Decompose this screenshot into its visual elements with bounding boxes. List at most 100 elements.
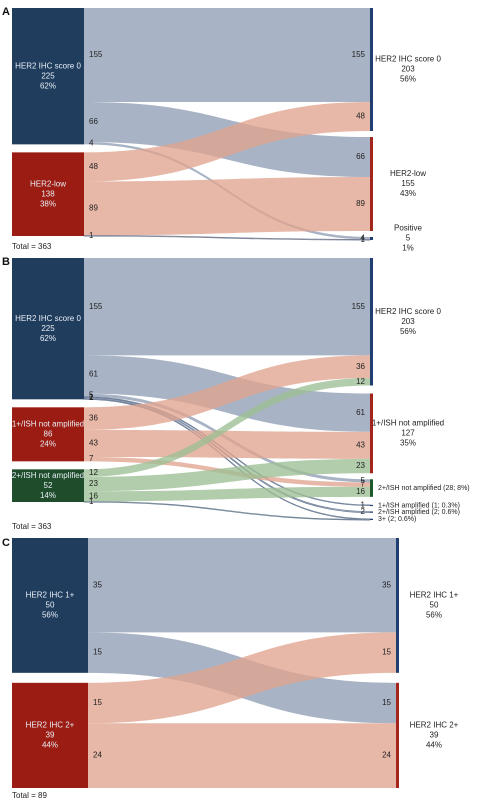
source-node-label: 2+/ISH not amplified: [12, 471, 84, 480]
target-label: 127: [401, 428, 415, 437]
flow-left-label: 61: [89, 370, 98, 379]
flow-left-label: 16: [89, 491, 98, 500]
target-bar: [396, 538, 399, 673]
flow-left-label: 43: [89, 439, 98, 448]
source-node-label: 138: [41, 189, 55, 198]
flow-right-label: 1: [361, 235, 366, 244]
source-node: [12, 538, 88, 673]
target-label: 3+ (2; 0.6%): [378, 516, 416, 523]
source-node-label: HER2 IHC score 0: [15, 61, 81, 70]
target-label: 203: [401, 65, 415, 74]
source-node: [12, 258, 84, 400]
target-label: HER2 IHC 1+: [410, 591, 459, 600]
flow-right-label: 43: [356, 440, 365, 449]
target-label: HER2 IHC score 0: [375, 55, 441, 64]
flow-band: [83, 235, 371, 241]
source-node-label: 14%: [40, 491, 56, 500]
flow-band: [84, 101, 370, 182]
flow-right-label: 155: [352, 50, 366, 59]
flow-right-label: 16: [356, 487, 365, 496]
target-bar: [370, 258, 373, 386]
target-bar: [396, 682, 399, 788]
flow-left-label: 15: [93, 648, 102, 657]
target-label: Positive: [394, 224, 423, 233]
flow-band: [83, 501, 371, 521]
source-node-label: 62%: [40, 334, 56, 343]
flow-left-label: 23: [89, 479, 98, 488]
target-bar: [370, 393, 373, 474]
source-node-label: 225: [41, 71, 55, 80]
flow-right-label: 155: [352, 302, 366, 311]
source-node-label: 50: [46, 601, 55, 610]
flow-right-label: 1: [361, 500, 366, 509]
flow-right-label: 7: [361, 480, 366, 489]
flow-left-label: 66: [89, 117, 98, 126]
flow-left-label: 155: [89, 302, 103, 311]
flow-left-label: 12: [89, 468, 98, 477]
source-node-label: HER2 IHC 2+: [26, 721, 75, 730]
source-node-label: 1+/ISH not amplified: [12, 419, 84, 428]
flow-right-label: 2: [361, 507, 366, 516]
flow-left-label: 36: [89, 414, 98, 423]
flow-left-label: 2: [89, 393, 94, 402]
panel-letter: A: [2, 6, 10, 18]
flow-right-label: 12: [356, 377, 365, 386]
target-label: 43%: [400, 189, 416, 198]
flow-left-label: 15: [93, 698, 102, 707]
flow-left-label: 24: [93, 751, 102, 760]
flow-band: [88, 538, 396, 633]
target-label: HER2 IHC 2+: [410, 721, 459, 730]
total-label: Total = 363: [12, 242, 52, 251]
flow-left-label: 89: [89, 204, 98, 213]
panel-letter: B: [2, 256, 10, 268]
source-node: [12, 8, 84, 145]
flow-band: [88, 723, 396, 788]
flow-right-label: 61: [356, 408, 365, 417]
target-label: 2+/ISH not amplified (28; 8%): [378, 485, 470, 492]
source-node-label: 52: [44, 481, 53, 490]
flow-left-label: 48: [89, 162, 98, 171]
source-node-label: 225: [41, 324, 55, 333]
source-node-label: 44%: [42, 741, 58, 750]
flow-right-label: 66: [356, 152, 365, 161]
flow-left-label: 35: [93, 580, 102, 589]
source-node-label: 62%: [40, 81, 56, 90]
target-label: HER2-low: [390, 169, 426, 178]
flow-band: [84, 429, 370, 459]
panel-letter: C: [2, 537, 10, 549]
flows: [88, 538, 396, 788]
flow-band: [84, 355, 370, 430]
source-node: [12, 152, 84, 236]
flow-band: [84, 177, 370, 236]
target-bar: [370, 8, 373, 132]
flow-band: [84, 8, 370, 102]
flow-band: [84, 258, 370, 356]
target-bar: [370, 518, 373, 520]
target-label: 1+/ISH amplified (1; 0.3%): [378, 502, 460, 509]
flow-right-label: 48: [356, 112, 365, 121]
target-label: 56%: [426, 611, 442, 620]
flow-right-label: 35: [382, 580, 391, 589]
target-label: 2+/ISH amplified (2; 0.6%): [378, 509, 460, 516]
source-node-label: 56%: [42, 611, 58, 620]
total-label: Total = 89: [12, 791, 47, 800]
target-label: 1%: [402, 244, 414, 253]
target-label: HER2 IHC score 0: [375, 307, 441, 316]
flow-right-label: 5: [361, 476, 366, 485]
target-bar: [370, 236, 373, 240]
flows: [83, 258, 371, 521]
target-label: 203: [401, 317, 415, 326]
flows: [83, 8, 371, 241]
flow-left-label: 1: [89, 231, 94, 240]
target-label: 35%: [400, 438, 416, 447]
target-bar: [370, 511, 373, 513]
source-node-label: 86: [44, 429, 53, 438]
total-label: Total = 363: [12, 522, 52, 531]
flow-right-label: 15: [382, 698, 391, 707]
flow-left-label: 7: [89, 454, 94, 463]
flow-right-label: 89: [356, 199, 365, 208]
flow-band: [84, 486, 370, 502]
